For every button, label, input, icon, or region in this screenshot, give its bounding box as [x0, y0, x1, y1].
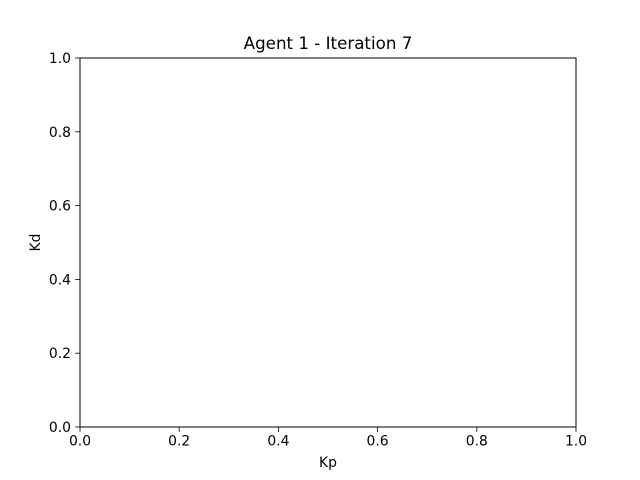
y-axis-label: Kd: [28, 234, 44, 252]
x-tick-label: 1.0: [565, 434, 587, 450]
chart-title: Agent 1 - Iteration 7: [244, 33, 413, 53]
plot-area: [80, 58, 576, 427]
y-tick-label: 0.6: [49, 199, 71, 215]
y-tick-label: 0.2: [49, 346, 71, 362]
y-tick-label: 0.4: [49, 272, 71, 288]
x-tick-label: 0.4: [267, 434, 289, 450]
x-tick-label: 0.6: [367, 434, 389, 450]
x-tick-label: 0.8: [466, 434, 488, 450]
x-tick-label: 0.2: [168, 434, 190, 450]
x-tick-label: 0.0: [69, 434, 91, 450]
y-tick-label: 0.0: [49, 420, 71, 436]
y-tick-label: 1.0: [49, 51, 71, 67]
axes-frame: [79, 57, 577, 428]
y-axis: 0.0 0.2 0.4 0.6 0.8 1.0: [49, 51, 80, 436]
y-tick-label: 0.8: [49, 125, 71, 141]
axes-background: [80, 58, 576, 427]
x-axis: 0.0 0.2 0.4 0.6 0.8 1.0: [69, 427, 587, 450]
x-axis-label: Kp: [319, 455, 337, 471]
